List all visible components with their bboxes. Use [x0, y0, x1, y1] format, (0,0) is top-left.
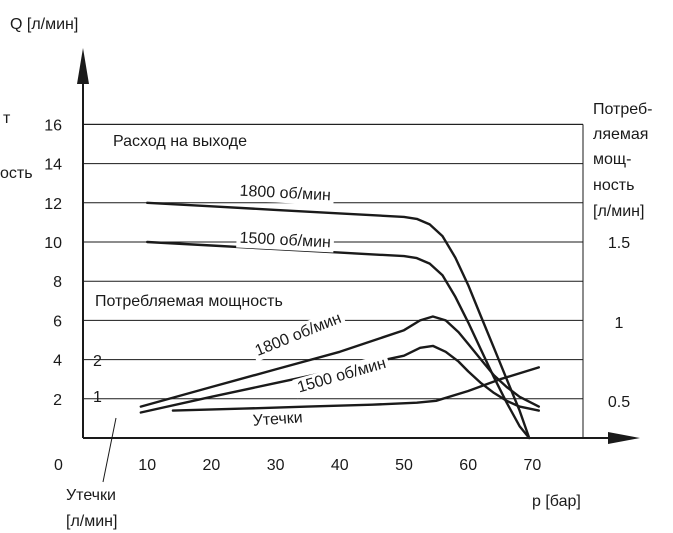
grid [83, 123, 584, 438]
right-axis-label-line: ляемая [593, 126, 648, 143]
y-tick-label: 16 [44, 117, 62, 134]
x-tick-label: 30 [267, 457, 285, 474]
series-line-flow [145, 201, 531, 440]
series-label-bg [236, 228, 335, 253]
power-label-bg [91, 289, 287, 314]
series-label-bg [236, 181, 335, 206]
y-axis-label: Q [л/мин] [10, 16, 78, 33]
right-axis-label-line: ность [593, 177, 634, 194]
right-axis-label-line: [л/мин] [593, 203, 644, 220]
y-tick-label: 8 [53, 274, 62, 291]
right-y-tick-label: 0.5 [608, 394, 630, 411]
y-tick-label: 10 [44, 235, 62, 252]
series-line-power [139, 315, 540, 408]
x-tick-label: 40 [331, 457, 349, 474]
x-tick-label: 10 [138, 457, 156, 474]
inner-tick-label: 2 [93, 353, 102, 370]
right-y-tick-label: 1.5 [608, 235, 630, 252]
right-y-tick-label: 1 [615, 315, 624, 332]
series-label: 1800 об/мин [239, 183, 331, 205]
y-tick-label: 12 [44, 196, 62, 213]
origin-label: 0 [54, 457, 63, 474]
label-backgrounds [91, 129, 287, 314]
series-label-bg [249, 307, 347, 362]
axes [77, 48, 640, 483]
series-label: 1800 об/мин [253, 310, 344, 360]
bottom-left-label-line: Утечки [66, 487, 116, 504]
flow-region-label: Расход на выходе [113, 133, 247, 150]
y-axis-arrow [77, 48, 89, 84]
y-tick-label: 6 [53, 313, 62, 330]
leakage-pointer-line [102, 417, 117, 483]
x-tick-label: 60 [459, 457, 477, 474]
right-axis-label-line: мощ- [593, 151, 631, 168]
x-tick-label: 20 [203, 457, 221, 474]
bottom-left-label-line: [л/мин] [66, 513, 117, 530]
series-line-leakage [171, 366, 540, 412]
left-axis-fragment: ость [0, 165, 33, 182]
y-tick-label: 4 [53, 353, 62, 370]
left-axis-fragment: т [3, 110, 11, 127]
series-line-power [139, 344, 540, 414]
flow-label-bg [109, 129, 252, 154]
series-label-bg [292, 353, 392, 399]
power-region-label: Потребляемая мощность [95, 293, 283, 310]
series-label-bg [249, 408, 307, 431]
right-axis-label-line: Потреб- [593, 101, 652, 118]
x-axis-arrow [608, 432, 640, 444]
x-tick-label: 50 [395, 457, 413, 474]
x-tick-label: 70 [524, 457, 542, 474]
x-axis-label: p [бар] [532, 493, 581, 510]
y-tick-label: 2 [53, 392, 62, 409]
inner-tick-label: 1 [93, 389, 102, 406]
series-label: 1500 об/мин [239, 230, 331, 252]
y-tick-label: 14 [44, 157, 62, 174]
series-label: Утечки [252, 409, 303, 429]
